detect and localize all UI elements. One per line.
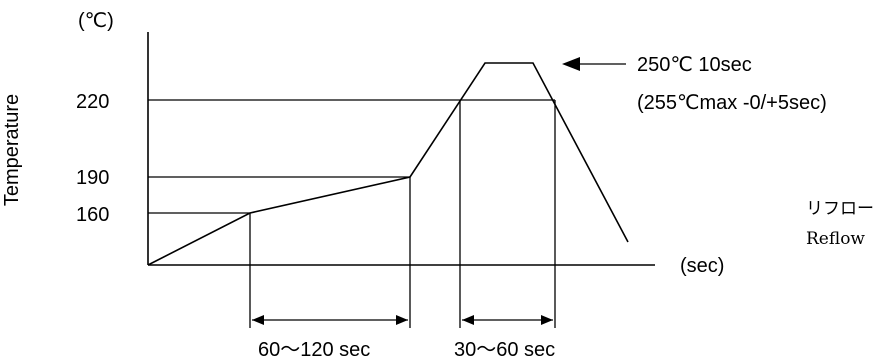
peak-note-line1: 250℃ 10sec [637, 54, 752, 76]
y-axis-title: Temperature [1, 94, 23, 206]
preheat-duration-arrow [252, 315, 408, 325]
preheat-duration-label: 60～120 sec [258, 339, 370, 361]
x-unit-label: (sec) [680, 255, 724, 277]
y-tick-190: 190 [76, 167, 109, 189]
reflow-duration-arrow [462, 315, 553, 325]
y-unit-label: (℃) [78, 10, 114, 32]
peak-note-line2: (255℃max -0/+5sec) [637, 92, 827, 114]
y-tick-160: 160 [76, 204, 109, 226]
side-note-line1: リフロー [806, 199, 874, 219]
y-tick-220: 220 [76, 91, 109, 113]
side-note-line2: Reflow [806, 229, 865, 249]
temperature-profile-curve [147, 62, 629, 266]
left-arrow-icon [562, 57, 626, 71]
reflow-duration-label: 30～60 sec [454, 339, 555, 361]
